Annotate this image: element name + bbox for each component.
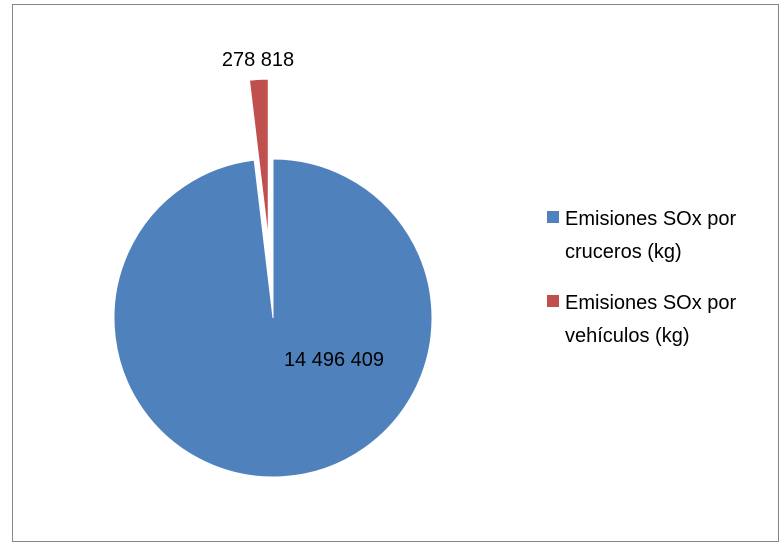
legend: Emisiones SOx por cruceros (kg) Emisione… [547,208,737,347]
pie-slice-vehiculos [248,78,269,239]
legend-swatch-vehiculos [547,295,559,307]
legend-label-vehiculos-line1: Emisiones SOx por [565,292,737,314]
legend-swatch-cruceros [547,211,559,223]
data-label-cruceros: 14 496 409 [284,349,384,371]
legend-label-cruceros-line1: Emisiones SOx por [565,208,737,230]
pie-slices [113,78,433,478]
pie-slice-cruceros [113,158,433,478]
data-label-vehiculos: 278 818 [222,49,294,71]
legend-label-cruceros-line2: cruceros (kg) [565,241,682,263]
legend-label-vehiculos-line2: vehículos (kg) [565,325,690,347]
